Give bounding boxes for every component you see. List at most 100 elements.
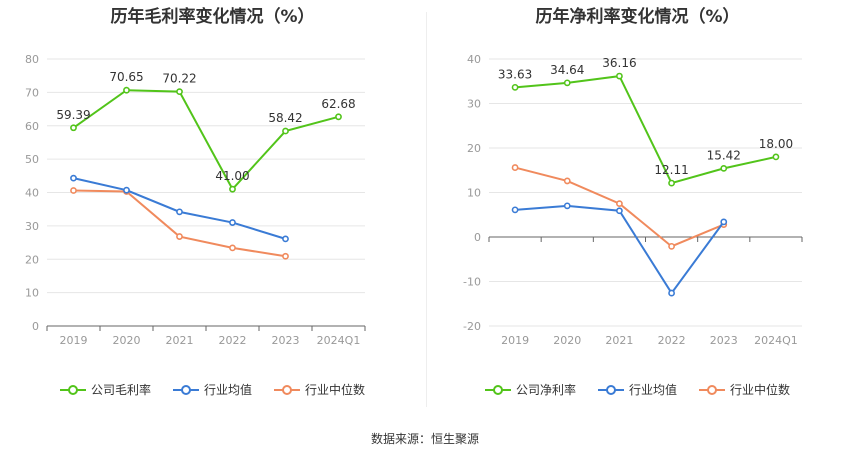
data-source-note: 数据来源：恒生聚源	[370, 432, 479, 446]
data-point	[616, 200, 623, 208]
x-tick-label: 2024Q1	[754, 334, 798, 347]
data-point	[229, 219, 236, 226]
data-point	[123, 86, 130, 94]
y-tick-label: 30	[25, 220, 39, 233]
x-tick-label: 2020	[113, 334, 141, 347]
legend-item[interactable]: 公司净利率	[484, 381, 576, 398]
data-label: 41.00	[215, 169, 249, 183]
y-tick-label: 20	[25, 253, 39, 266]
x-tick-label: 2020	[553, 334, 581, 347]
x-tick-label: 2021	[605, 334, 633, 347]
legend-item[interactable]: 公司毛利率	[59, 381, 151, 398]
legend-item[interactable]: 行业中位数	[274, 381, 365, 398]
data-label: 12.11	[654, 163, 688, 177]
net-margin-plot: -20 -10 0 10 20 30 40 2019 2020 2021 2022 2023 2024Q…	[463, 53, 803, 347]
data-point	[229, 185, 236, 193]
y-tick-label: 10	[25, 287, 39, 300]
data-point	[123, 186, 130, 194]
legend-swatch-icon	[597, 384, 624, 395]
legend-swatch-icon	[699, 384, 725, 395]
series-line	[73, 189, 286, 258]
chart-title: 历年毛利率变化情况（%）	[110, 7, 315, 27]
y-tick-label: 30	[467, 98, 481, 111]
data-point	[176, 88, 183, 96]
y-tick-label: 20	[467, 142, 481, 155]
y-tick-label: 40	[467, 53, 481, 66]
series-line	[72, 89, 339, 191]
legend-item[interactable]: 行业均值	[597, 381, 677, 398]
data-point	[668, 289, 675, 297]
data-label: 33.63	[498, 67, 532, 81]
legend-item[interactable]: 行业均值	[172, 381, 252, 398]
data-point	[511, 164, 519, 171]
data-label: 34.64	[550, 63, 584, 77]
x-tick-label: 2021	[166, 334, 194, 347]
legend-swatch-icon	[484, 384, 511, 395]
data-point	[772, 153, 780, 161]
y-tick-label: 70	[25, 86, 39, 99]
data-point	[563, 79, 571, 87]
legend: 公司毛利率 行业均值 行业中位数	[0, 381, 425, 398]
x-tick-label: 2019	[60, 334, 88, 347]
y-tick-label: -10	[463, 276, 481, 289]
x-tick-label: 2022	[219, 334, 247, 347]
data-point	[668, 242, 675, 250]
net-margin-chart: 历年净利率变化情况（%） -20 -10 0 10 20 30 40 2019 2020 2021…	[425, 0, 850, 420]
legend-label: 行业中位数	[305, 383, 366, 397]
y-tick-label: 50	[25, 153, 39, 166]
gross-margin-plot: 0 10 20 30 40 50 60 70 80 2019 2020 2021 2022 2023 202…	[25, 53, 366, 347]
data-label: 70.22	[162, 72, 196, 86]
chart-title: 历年净利率变化情况（%）	[535, 7, 740, 27]
data-point	[511, 83, 519, 91]
data-point	[282, 127, 289, 135]
data-label: 18.00	[759, 137, 793, 151]
legend-label: 行业中位数	[730, 383, 791, 397]
data-point	[511, 206, 519, 214]
legend-swatch-icon	[274, 384, 300, 395]
x-tick-label: 2019	[501, 334, 529, 347]
x-tick-label: 2022	[658, 334, 686, 347]
legend-swatch-dot	[707, 384, 717, 395]
legend-label: 公司毛利率	[90, 383, 151, 397]
y-tick-label: 0	[474, 231, 481, 244]
data-label: 62.68	[321, 97, 355, 111]
data-point	[70, 187, 77, 194]
legend: 公司净利率 行业均值 行业中位数	[425, 381, 850, 398]
y-tick-label: 10	[467, 187, 481, 200]
data-label: 15.42	[707, 148, 741, 162]
legend-label: 行业均值	[203, 383, 252, 397]
data-point	[176, 208, 183, 216]
data-label: 70.65	[109, 70, 143, 84]
data-label: 59.39	[56, 108, 90, 122]
data-point	[282, 252, 289, 260]
data-point	[668, 179, 675, 187]
legend-swatch-dot	[282, 384, 292, 395]
y-tick-label: -20	[463, 320, 481, 333]
legend-swatch-dot	[180, 384, 191, 395]
data-point	[720, 218, 728, 226]
x-tick-label: 2024Q1	[317, 334, 361, 347]
data-point	[616, 72, 623, 80]
legend-swatch-dot	[605, 384, 616, 395]
data-point	[720, 164, 728, 172]
data-label: 36.16	[602, 56, 636, 70]
legend-swatch-dot	[492, 384, 503, 395]
data-point	[282, 235, 289, 243]
legend-swatch-icon	[59, 384, 86, 395]
y-tick-label: 40	[25, 187, 39, 200]
series-line	[514, 75, 777, 185]
y-tick-label: 60	[25, 120, 39, 133]
data-point	[563, 177, 571, 185]
series-line	[515, 204, 725, 295]
x-tick-label: 2023	[710, 334, 738, 347]
panel-divider	[426, 12, 427, 407]
legend-item[interactable]: 行业中位数	[699, 381, 790, 398]
y-tick-label: 80	[25, 53, 39, 66]
data-label: 58.42	[268, 111, 302, 125]
data-point	[176, 233, 183, 240]
x-tick-label: 2023	[272, 334, 300, 347]
data-point	[70, 124, 77, 132]
data-point	[335, 113, 342, 121]
legend-label: 公司净利率	[515, 383, 576, 397]
data-point	[229, 244, 236, 252]
